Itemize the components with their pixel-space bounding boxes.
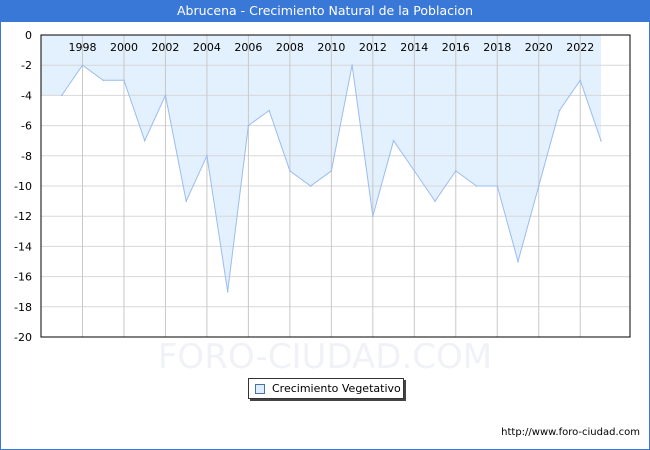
x-tick-label: 2012 [359,41,387,54]
y-tick-label: -4 [21,89,32,102]
data-point [475,185,478,187]
data-point [309,185,312,187]
y-tick-label: -2 [21,59,32,72]
x-tick-label: 2002 [151,41,179,54]
y-tick-label: -18 [14,301,32,314]
data-point [247,124,250,127]
data-point [351,64,353,66]
x-tick-label: 2018 [483,41,511,54]
x-tick-label: 2000 [110,41,138,54]
plot-border [40,34,631,338]
data-point [600,139,602,142]
data-point [185,200,187,202]
y-tick-label: -6 [21,120,32,133]
data-point [392,139,395,142]
x-tick-label: 2022 [566,41,594,54]
x-tick-label: 2014 [400,41,428,54]
y-tick-label: -16 [14,271,32,284]
data-point [206,155,208,157]
legend: Crecimiento Vegetativo [248,378,404,399]
legend-swatch [255,384,265,394]
data-point [579,79,582,82]
data-point [226,290,229,293]
data-point [434,200,436,202]
y-tick-label: 0 [25,29,32,42]
x-tick-label: 2010 [317,41,345,54]
data-point [143,139,146,142]
data-point [164,94,167,97]
watermark: FORO-CIUDAD.COM [158,337,492,377]
data-point [413,170,416,172]
data-point [289,170,291,172]
data-point [81,64,84,66]
data-point [102,79,105,82]
data-point [558,109,561,112]
data-point [454,170,457,172]
data-point [60,94,63,97]
x-tick-label: 2016 [442,41,470,54]
data-point [330,170,333,172]
y-tick-label: -20 [14,331,32,344]
x-tick-label: 2006 [234,41,262,54]
data-point [496,185,499,187]
legend-label: Crecimiento Vegetativo [272,382,401,395]
footer-url[interactable]: http://www.foro-ciudad.com [501,427,640,438]
y-tick-label: -10 [14,180,32,193]
data-point [123,79,125,82]
x-tick-label: 1998 [68,41,96,54]
data-point [517,260,519,263]
chart-title: Abrucena - Crecimiento Natural de la Pob… [0,0,650,22]
data-point [372,215,374,217]
y-tick-label: -14 [14,240,32,253]
y-tick-label: -12 [14,210,32,223]
area-fill [41,35,601,292]
data-point [268,109,270,112]
x-tick-label: 2004 [193,41,221,54]
x-tick-label: 2020 [525,41,553,54]
x-tick-label: 2008 [276,41,304,54]
y-tick-label: -8 [21,150,32,163]
data-point [537,185,540,187]
